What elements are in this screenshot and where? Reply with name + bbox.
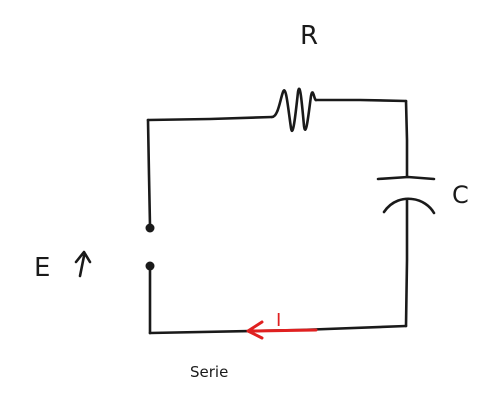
resistor-symbol: [270, 87, 318, 132]
source-label: E: [34, 253, 50, 283]
right-wire-bottom: [404, 198, 409, 328]
top-wire-left: [146, 115, 274, 122]
capacitor-label: C: [452, 181, 469, 209]
top-wire-right: [314, 98, 408, 103]
capacitor-bottom-plate: [382, 197, 436, 215]
capacitor-top-plate: [376, 175, 436, 181]
source-terminal-bottom: [145, 261, 155, 271]
source-terminal-top: [145, 223, 155, 233]
source-arrow-icon: [74, 250, 92, 278]
current-arrow-icon: [246, 320, 318, 340]
left-wire-top: [146, 118, 152, 228]
caption: Serie: [190, 363, 228, 381]
right-wire-top: [404, 99, 409, 178]
current-label: I: [276, 310, 281, 331]
resistor-label: R: [300, 21, 318, 51]
